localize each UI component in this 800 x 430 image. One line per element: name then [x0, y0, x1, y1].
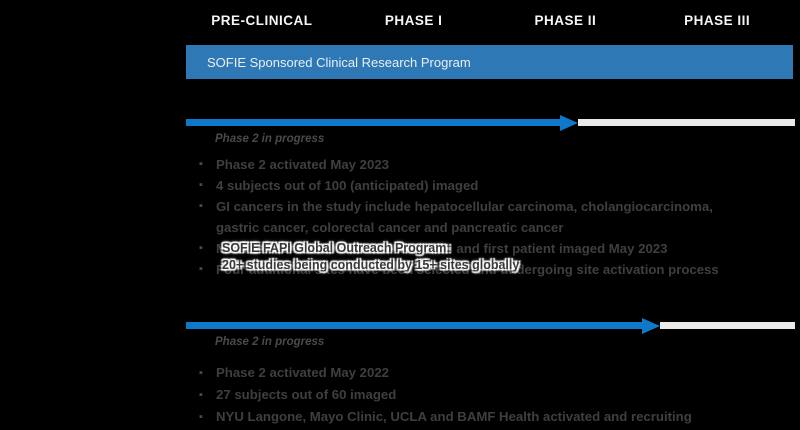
progress-arrow-head-icon	[560, 115, 578, 131]
bullet-item: 27 subjects out of 60 imaged	[198, 384, 692, 406]
status-label-second: Phase 2 in progress	[215, 336, 325, 348]
bullet-item: 4 subjects out of 100 (anticipated) imag…	[198, 175, 719, 196]
bullet-text: MGH as the first clinical site activated…	[216, 241, 668, 256]
outreach-overlay-text: SOFIE FAPI Global Outreach Program: 20+ …	[222, 240, 519, 273]
phase-label-phase3: PHASE III	[684, 12, 751, 28]
bullet-text: NYU Langone, Mayo Clinic, UCLA and BAMF …	[216, 409, 692, 424]
bullet-text: 27 subjects out of 60 imaged	[216, 387, 397, 402]
sponsored-program-banner: SOFIE Sponsored Clinical Research Progra…	[186, 45, 793, 79]
progress-arrow-shaft	[186, 322, 642, 329]
bullet-list-second: Phase 2 activated May 2022 27 subjects o…	[198, 362, 692, 428]
bullet-item: Phase 2 activated May 2022	[198, 362, 692, 384]
timeline-track	[578, 119, 795, 126]
progress-timeline-second	[186, 318, 795, 334]
bullet-text-continuation: gastric cancer, colorectal cancer and pa…	[216, 220, 564, 235]
status-label-gi: Phase 2 in progress	[215, 133, 325, 145]
phase-header-row: PRE-CLINICAL PHASE I PHASE II PHASE III	[186, 9, 793, 31]
bullet-text: Phase 2 activated May 2022	[216, 365, 390, 380]
bullet-text: 4 subjects out of 100 (anticipated) imag…	[216, 178, 479, 193]
progress-arrow-head-icon	[642, 318, 660, 334]
bullet-item: Phase 2 activated May 2023	[198, 154, 719, 175]
bullet-list-gi: Phase 2 activated May 2023 4 subjects ou…	[198, 154, 719, 280]
progress-timeline-gi	[186, 115, 795, 131]
progress-arrow-shaft	[186, 119, 560, 126]
bullet-text: Phase 2 activated May 2023	[216, 157, 390, 172]
bullet-text: GI cancers in the study include hepatoce…	[216, 199, 713, 214]
banner-title: SOFIE Sponsored Clinical Research Progra…	[207, 54, 471, 70]
timeline-track	[660, 322, 795, 329]
bullet-item: Four additional sites have been selected…	[198, 259, 719, 280]
phase-label-phase1: PHASE I	[384, 12, 443, 28]
phase-label-phase2: PHASE II	[534, 12, 597, 28]
bullet-item: GI cancers in the study include hepatoce…	[198, 196, 719, 238]
bullet-text: Four additional sites have been selected…	[216, 262, 719, 277]
outreach-title: SOFIE FAPI Global Outreach Program:	[222, 241, 451, 255]
bullet-item: NYU Langone, Mayo Clinic, UCLA and BAMF …	[198, 406, 692, 428]
phase-label-preclinical: PRE-CLINICAL	[211, 12, 313, 28]
bullet-item: MGH as the first clinical site activated…	[198, 238, 719, 259]
outreach-subtitle: 20+ studies being conducted by 15+ sites…	[222, 257, 520, 272]
